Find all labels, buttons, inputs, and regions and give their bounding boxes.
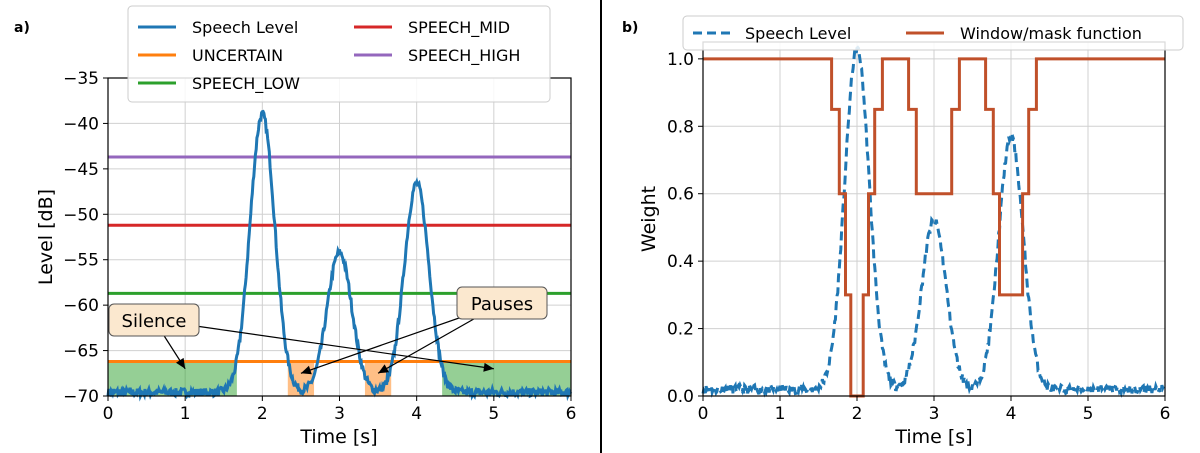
panel-a-legend-label: SPEECH_MID	[408, 18, 510, 38]
panel-a-y-tick-label: −55	[63, 251, 99, 271]
panel-b-legend-label: Speech Level	[745, 24, 851, 43]
panel-b-label: b)	[622, 20, 638, 36]
annotation-label: Pauses	[471, 294, 533, 315]
panel-a-y-tick-label: −40	[63, 114, 99, 134]
panel-b-xlabel: Time [s]	[894, 426, 972, 448]
panel-b-grid	[702, 42, 1166, 397]
annotation-arrowhead	[378, 364, 389, 374]
annotation-box	[456, 286, 548, 320]
panel-a-x-tick-label: 0	[103, 404, 114, 424]
panel-a-legend-label: UNCERTAIN	[192, 46, 283, 65]
panel-b-x-tick-label: 1	[775, 404, 786, 424]
panel-b-legend-label: Window/mask function	[960, 24, 1142, 43]
panel-b-x-tick-label: 5	[1083, 404, 1094, 424]
panel-b-ticks: 0 1 2 3 4 5 6 0.0 0.2 0.4 0.6 0.8 1.0	[667, 50, 1170, 424]
panel-a-legend: Speech Level UNCERTAIN SPEECH_LOW SPEECH_MI…	[127, 5, 551, 103]
panel-a-y-tick-label: −35	[63, 69, 99, 89]
panel-b-x-tick-label: 3	[929, 404, 940, 424]
panel-b-y-tick-label: 1.0	[667, 50, 694, 70]
annotation-arrowhead	[176, 357, 186, 369]
panel-a-legend-label: SPEECH_HIGH	[408, 46, 520, 66]
panel-b-ylabel: Weight	[638, 186, 660, 252]
annotation-box	[108, 303, 200, 337]
panel-a-ylabel: Level [dB]	[35, 189, 57, 285]
panel-a-ticks: 0 1 2 3 4 5 6 −70 −65 −60 −55 −50 −45 −40 −35	[63, 69, 576, 424]
panel-a-x-tick-label: 3	[334, 404, 345, 424]
panel-a-grid	[107, 77, 572, 397]
panel-a-x-tick-label: 4	[411, 404, 422, 424]
panel-a-label: a)	[14, 20, 30, 36]
annotation-arrowhead	[483, 362, 494, 372]
panel-a-y-tick-label: −45	[63, 160, 99, 180]
panel-a-x-tick-label: 1	[180, 404, 191, 424]
panel-a-y-tick-label: −60	[63, 296, 99, 316]
panel-b-x-tick-label: 4	[1006, 404, 1017, 424]
panel-a-speech-level-line	[106, 109, 573, 402]
annotation-arrowhead	[300, 365, 312, 375]
panel-b-window-mask-line	[703, 57, 1165, 398]
panel-a-y-tick-label: −50	[63, 205, 99, 225]
panel-a: a) 0 1 2 3 4 5 6 −70 −65 −60 −55 −50 −45 −40 −35 Time …	[14, 5, 576, 448]
panel-a-x-tick-label: 2	[257, 404, 268, 424]
panel-a-legend-label: SPEECH_LOW	[192, 74, 300, 94]
panel-a-xlabel: Time [s]	[299, 426, 377, 448]
annotation-label: Silence	[122, 311, 187, 332]
panel-b-speech-level-line	[701, 42, 1167, 399]
panel-b-x-tick-label: 0	[698, 404, 709, 424]
panel-b-y-tick-label: 0.6	[667, 185, 694, 205]
panel-a-x-tick-label: 5	[488, 404, 499, 424]
panel-a-y-tick-label: −65	[63, 342, 99, 362]
panel-b-x-tick-label: 2	[852, 404, 863, 424]
panel-a-legend-box	[127, 5, 551, 103]
panel-b: b) 0 1 2 3 4 5 6 0.0 0.2 0.4 0.6 0.8 1.0 Time [s] We…	[622, 15, 1184, 448]
panel-a-y-tick-label: −70	[63, 387, 99, 407]
panel-b-series	[701, 42, 1167, 399]
panel-b-y-tick-label: 0.0	[667, 387, 694, 407]
annotation-arrow-line	[153, 319, 494, 370]
panel-a-annotations: Silence Pauses	[108, 286, 548, 375]
panel-b-y-tick-label: 0.4	[667, 252, 694, 272]
panel-a-legend-label: Speech Level	[192, 18, 298, 37]
panel-b-y-tick-label: 0.2	[667, 320, 694, 340]
panel-b-y-tick-label: 0.8	[667, 117, 694, 137]
panel-a-x-tick-label: 6	[566, 404, 577, 424]
panel-b-x-tick-label: 6	[1160, 404, 1171, 424]
panel-b-legend: Speech Level Window/mask function	[682, 15, 1184, 51]
